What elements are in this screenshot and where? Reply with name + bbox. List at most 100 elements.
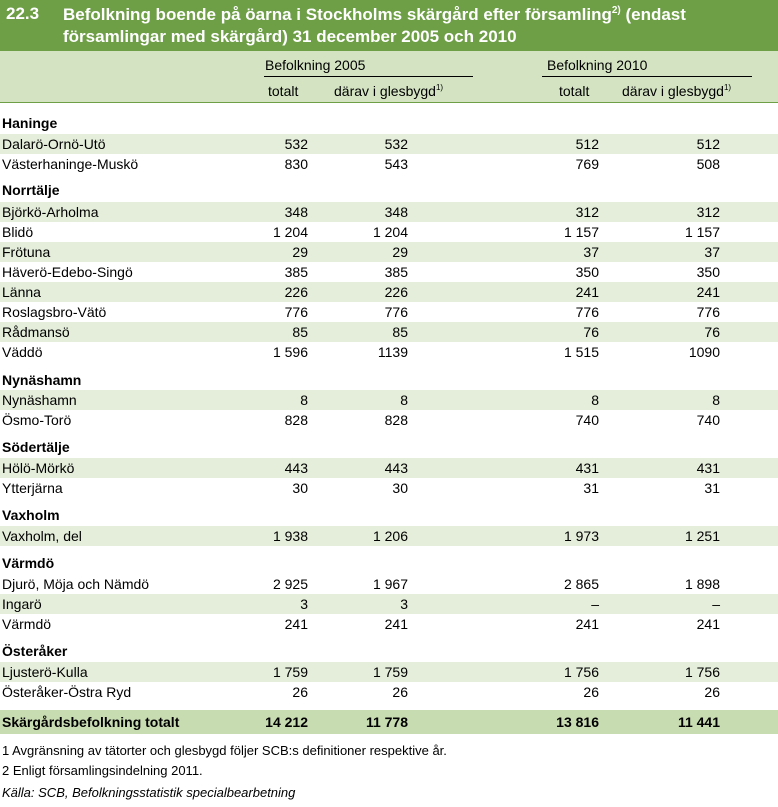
cell-rural-2005: 85 — [392, 324, 408, 340]
cell-rural-2005: 385 — [384, 264, 408, 280]
cell-rural-2005: 30 — [392, 480, 408, 496]
cell-total-2005: 3 — [300, 596, 308, 612]
section-heading-norrtalje: Norrtälje — [2, 182, 60, 198]
row-label: Dalarö-Ornö-Utö — [2, 136, 106, 152]
cell-rural-2005: 443 — [384, 460, 408, 476]
cell-rural-2010: 776 — [696, 304, 720, 320]
table-number: 22.3 — [6, 4, 40, 23]
total-cell-rural-2005: 11 778 — [365, 714, 408, 730]
cell-rural-2005: 1 204 — [372, 224, 408, 240]
table-row: Västerhaninge-Muskö 830 543 769 508 — [0, 154, 778, 174]
table-row: Ljusterö-Kulla 1 759 1 759 1 756 1 756 — [0, 662, 778, 682]
title-text-part2: (endast församlingar med skärgård) 31 de… — [63, 5, 686, 46]
row-label: Länna — [2, 284, 41, 300]
footnote-2: 2 Enligt församlingsindelning 2011. — [2, 763, 203, 778]
group-rule-2010 — [542, 76, 752, 77]
cell-rural-2005: 1 967 — [372, 576, 408, 592]
row-label: Vaxholm, del — [2, 528, 82, 544]
table-row: Rådmansö 85 85 76 76 — [0, 322, 778, 342]
col-header-rural-2005-text: därav i glesbygd — [334, 83, 436, 99]
cell-rural-2010: 31 — [704, 480, 720, 496]
cell-rural-2010: 8 — [712, 392, 720, 408]
cell-total-2005: 385 — [284, 264, 308, 280]
table-row: Nynäshamn 8 8 8 8 — [0, 390, 778, 410]
cell-total-2005: 1 596 — [272, 344, 308, 360]
cell-total-2005: 1 204 — [272, 224, 308, 240]
cell-rural-2010: 26 — [704, 684, 720, 700]
title-bar: 22.3 Befolkning boende på öarna i Stockh… — [0, 0, 778, 51]
cell-total-2005: 828 — [284, 412, 308, 428]
section-heading-varmdo: Värmdö — [2, 555, 55, 571]
footnote-1: 1 Avgränsning av tätorter och glesbygd f… — [2, 743, 447, 758]
cell-rural-2010: 37 — [704, 244, 720, 260]
cell-total-2010: 1 756 — [563, 664, 599, 680]
cell-total-2005: 241 — [284, 616, 308, 632]
section-heading-haninge: Haninge — [2, 115, 58, 131]
cell-total-2005: 443 — [284, 460, 308, 476]
cell-rural-2005: 1 206 — [372, 528, 408, 544]
table-row: Ösmo-Torö 828 828 740 740 — [0, 410, 778, 430]
cell-rural-2010: 241 — [696, 284, 720, 300]
cell-total-2005: 830 — [284, 156, 308, 172]
table-row: Häverö-Edebo-Singö 385 385 350 350 — [0, 262, 778, 282]
row-label: Värmdö — [2, 616, 52, 632]
col-header-total-2010: totalt — [559, 83, 590, 99]
table-row: Blidö 1 204 1 204 1 157 1 157 — [0, 222, 778, 242]
row-label: Västerhaninge-Muskö — [2, 156, 139, 172]
cell-rural-2010: 241 — [696, 616, 720, 632]
cell-rural-2010: 740 — [696, 412, 720, 428]
row-label: Björkö-Arholma — [2, 204, 99, 220]
total-label: Skärgårdsbefolkning totalt — [2, 714, 180, 730]
row-label: Hölö-Mörkö — [2, 460, 75, 476]
cell-rural-2010: 350 — [696, 264, 720, 280]
cell-total-2010: 2 865 — [563, 576, 599, 592]
cell-rural-2005: 1 759 — [372, 664, 408, 680]
row-label: Djurö, Möja och Nämdö — [2, 576, 150, 592]
table-row: Frötuna 29 29 37 37 — [0, 242, 778, 262]
cell-total-2005: 1 759 — [272, 664, 308, 680]
table-row: Ytterjärna 30 30 31 31 — [0, 478, 778, 498]
cell-total-2010: 31 — [583, 480, 599, 496]
total-row: Skärgårdsbefolkning totalt 14 212 11 778… — [0, 710, 778, 734]
source-note: Källa: SCB, Befolkningsstatistik special… — [2, 785, 296, 800]
cell-total-2010: 740 — [575, 412, 599, 428]
title-text-part1: Befolkning boende på öarna i Stockholms … — [63, 5, 612, 24]
cell-total-2010: 350 — [575, 264, 599, 280]
cell-rural-2005: 348 — [384, 204, 408, 220]
cell-rural-2005: 8 — [400, 392, 408, 408]
cell-rural-2010: 512 — [696, 136, 720, 152]
col-header-rural-2005: därav i glesbygd1) — [334, 83, 443, 99]
cell-rural-2010: 1090 — [688, 344, 720, 360]
cell-total-2010: 1 973 — [563, 528, 599, 544]
row-label: Österåker-Östra Ryd — [2, 684, 132, 700]
cell-rural-2010: – — [712, 596, 720, 612]
cell-total-2005: 26 — [292, 684, 308, 700]
row-label: Nynäshamn — [2, 392, 77, 408]
total-cell-total-2010: 13 816 — [556, 714, 599, 730]
row-label: Ljusterö-Kulla — [2, 664, 88, 680]
title-footnote-ref: 2) — [611, 5, 621, 16]
row-label: Blidö — [2, 224, 34, 240]
row-label: Väddö — [2, 344, 43, 360]
cell-total-2010: 512 — [575, 136, 599, 152]
cell-rural-2010: 312 — [696, 204, 720, 220]
total-cell-total-2005: 14 212 — [265, 714, 308, 730]
section-heading-vaxholm: Vaxholm — [2, 507, 60, 523]
total-cell-rural-2010: 11 441 — [677, 714, 720, 730]
cell-rural-2005: 543 — [384, 156, 408, 172]
table-row: Roslagsbro-Vätö 776 776 776 776 — [0, 302, 778, 322]
cell-rural-2010: 1 157 — [684, 224, 720, 240]
cell-rural-2005: 241 — [384, 616, 408, 632]
table-row: Ingarö 3 3 – – — [0, 594, 778, 614]
table-row: Värmdö 241 241 241 241 — [0, 614, 778, 634]
col-header-rural-2010: därav i glesbygd1) — [622, 83, 731, 99]
section-heading-nynashamn: Nynäshamn — [2, 372, 82, 388]
cell-total-2010: 776 — [575, 304, 599, 320]
header-bottom-rule — [0, 102, 778, 103]
row-label: Roslagsbro-Vätö — [2, 304, 107, 320]
table-title: Befolkning boende på öarna i Stockholms … — [63, 4, 773, 48]
cell-total-2005: 8 — [300, 392, 308, 408]
cell-total-2005: 30 — [292, 480, 308, 496]
row-label: Frötuna — [2, 244, 51, 260]
